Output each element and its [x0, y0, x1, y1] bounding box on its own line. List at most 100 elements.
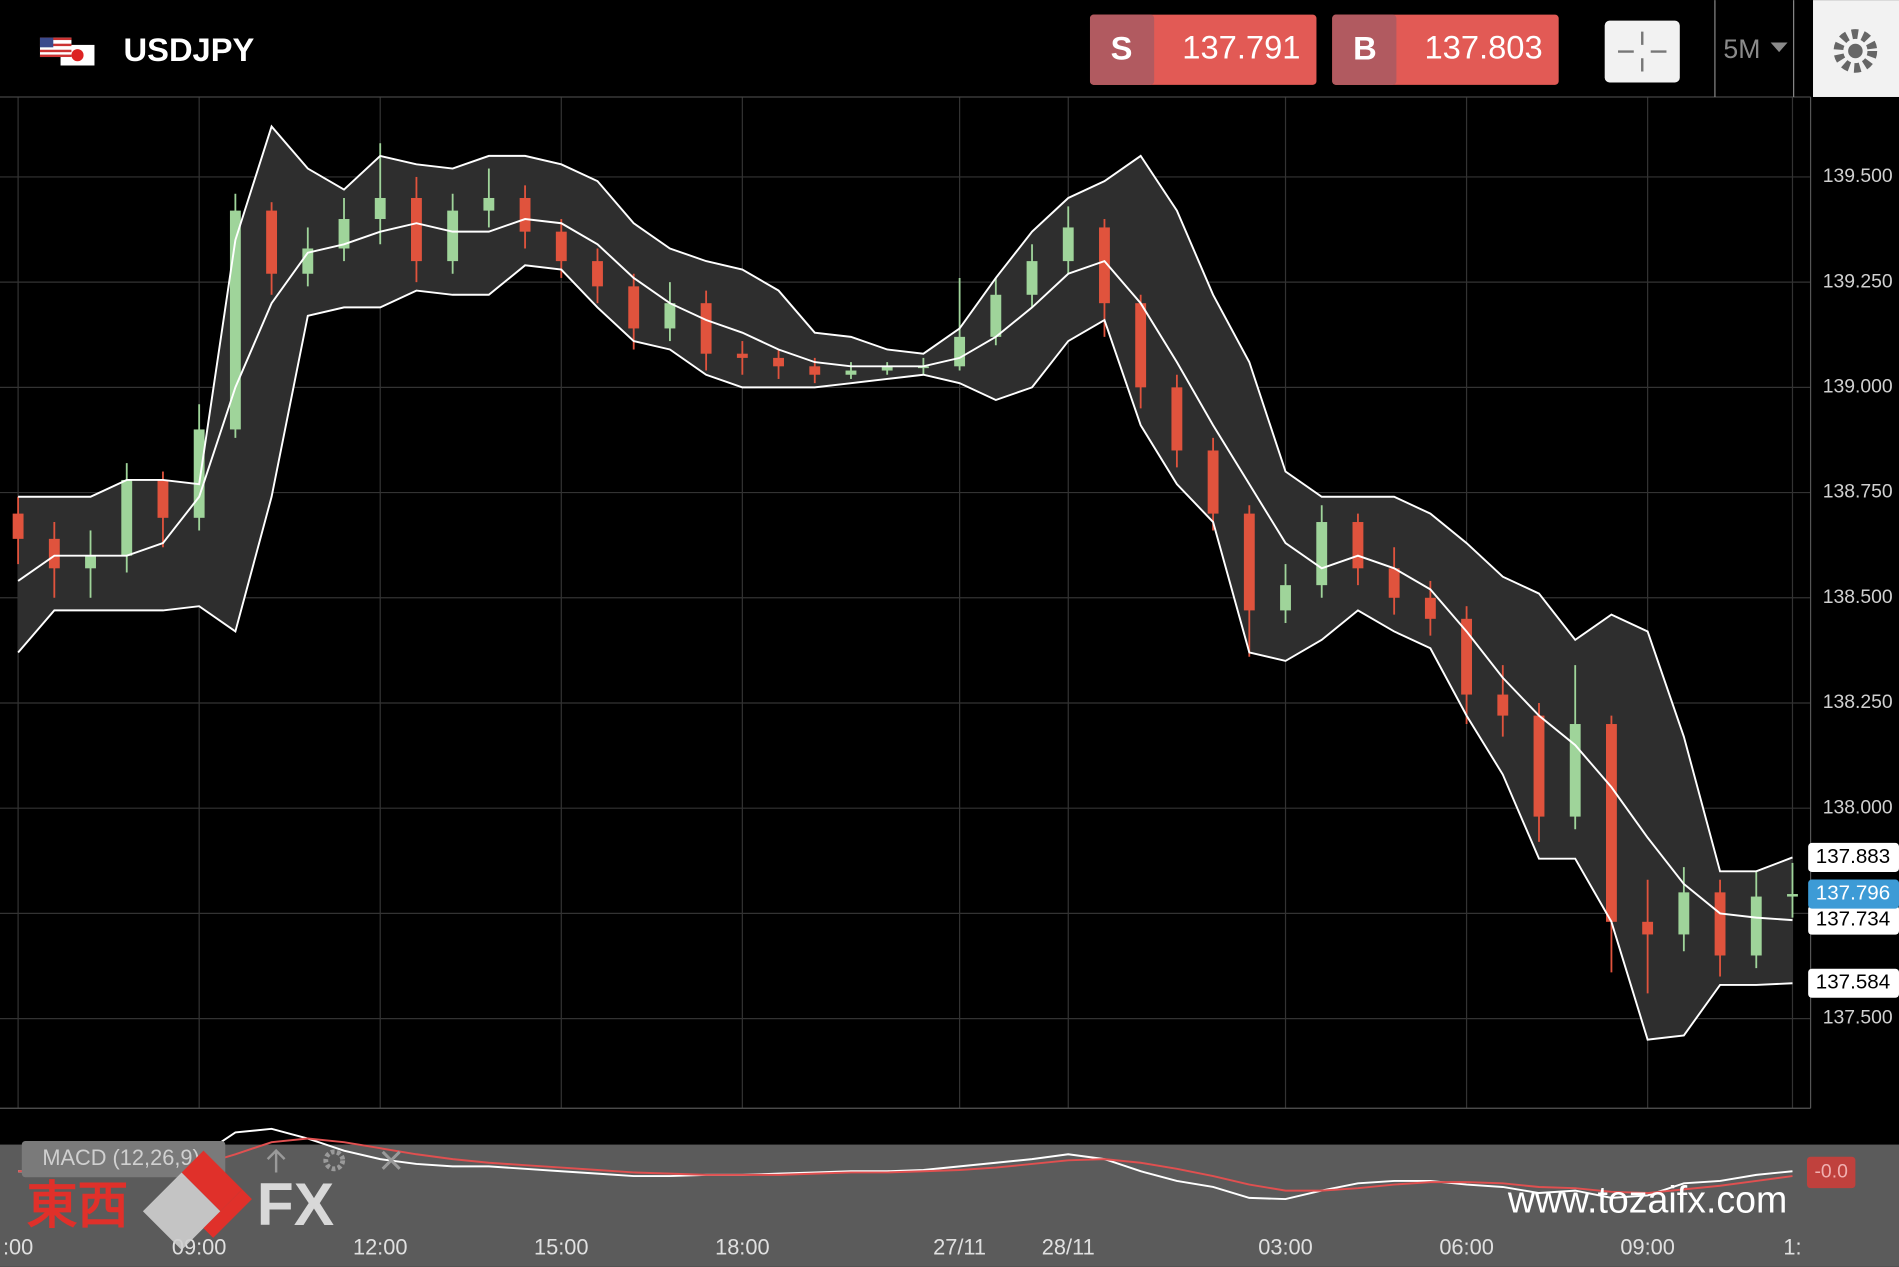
- candle-body: [990, 294, 1002, 337]
- candle-body: [1243, 513, 1255, 611]
- settings-icon[interactable]: [323, 1149, 346, 1172]
- y-tick-label: 138.250: [1823, 691, 1893, 713]
- candle-body: [302, 248, 314, 274]
- candle-body: [374, 197, 386, 220]
- candle-body: [1497, 694, 1509, 716]
- candle-body: [1026, 261, 1038, 295]
- candle-body: [592, 261, 603, 287]
- bollinger-lower: [17, 264, 1793, 1041]
- x-tick-label: :00: [3, 1234, 33, 1259]
- price-marker-label: 137.883: [1816, 845, 1890, 868]
- candle-body: [664, 303, 676, 329]
- candle-body: [1352, 522, 1364, 569]
- timeframe[interactable]: 5M: [1723, 34, 1760, 64]
- candle-body: [1714, 892, 1726, 956]
- header: [0, 0, 1899, 97]
- bollinger-middle: [17, 218, 1793, 922]
- plot-area: 137.500137.750138.000138.250138.500138.7…: [0, 0, 1899, 1109]
- candle-body: [1207, 450, 1219, 514]
- x-tick-label: 28/11: [1042, 1234, 1095, 1259]
- timeframe-arrow[interactable]: [1770, 42, 1788, 53]
- price-marker-label: 137.584: [1816, 971, 1890, 994]
- candle-body: [1642, 921, 1654, 935]
- price-marker-label: 137.734: [1816, 908, 1890, 931]
- indicator-label: MACD (12,26,9): [42, 1145, 199, 1170]
- candle-body: [1316, 522, 1328, 586]
- candle-body: [12, 513, 24, 539]
- candle-body: [483, 197, 495, 211]
- x-tick-label: 1:: [1783, 1234, 1801, 1259]
- candle-body: [411, 197, 422, 262]
- candle-body: [809, 366, 821, 375]
- candle-body: [555, 231, 567, 262]
- candle-body: [519, 197, 531, 232]
- buy-price: 137.803: [1425, 28, 1543, 65]
- candle-body: [1569, 724, 1581, 817]
- watermark-logo: [142, 1150, 252, 1250]
- buy-button[interactable]: [1332, 14, 1559, 85]
- bollinger-fill: [18, 126, 1793, 1040]
- y-tick-label: 137.500: [1823, 1007, 1893, 1029]
- indicator-badge[interactable]: [21, 1140, 226, 1178]
- macd-panel: [0, 1144, 1899, 1267]
- candle-body: [1605, 724, 1617, 922]
- candle-body: [1750, 896, 1762, 956]
- y-tick-label: 138.500: [1823, 586, 1893, 608]
- symbol: USDJPY: [124, 31, 255, 68]
- candle-body: [1533, 715, 1545, 817]
- candle-body: [1787, 894, 1798, 897]
- x-tick-label: 27/11: [933, 1234, 986, 1259]
- candle-body: [1135, 303, 1147, 388]
- sell-price: 137.791: [1182, 28, 1300, 65]
- candle-body: [157, 479, 169, 518]
- macd-line: [18, 1127, 1793, 1201]
- macd-lines: [18, 1127, 1793, 1201]
- x-tick-label: 12:00: [353, 1234, 408, 1259]
- candle-body: [121, 479, 133, 556]
- price-marker: [1808, 879, 1899, 909]
- price-marker-label: 137.796: [1816, 881, 1890, 904]
- settings-button[interactable]: [1813, 0, 1899, 97]
- x-tick-label: 06:00: [1439, 1234, 1494, 1259]
- y-tick-label: 139.000: [1823, 375, 1893, 397]
- y-tick-label: 138.750: [1823, 481, 1893, 503]
- candle-body: [700, 303, 712, 354]
- sell-button[interactable]: [1089, 14, 1317, 85]
- y-tick-label: 139.250: [1823, 270, 1893, 292]
- candle-body: [1280, 585, 1291, 611]
- signal-line: [18, 1137, 1793, 1194]
- watermark-fx: FX: [257, 1170, 334, 1238]
- close-icon[interactable]: [381, 1150, 401, 1170]
- crosshair-button[interactable]: [1604, 20, 1680, 83]
- candle-body: [229, 210, 241, 430]
- x-tick-label: 09:00: [1620, 1234, 1675, 1259]
- candle-body: [845, 370, 857, 375]
- candle-body: [1062, 227, 1074, 262]
- candle-body: [1678, 892, 1690, 935]
- x-tick-label: 03:00: [1258, 1234, 1313, 1259]
- candle-body: [1424, 597, 1436, 619]
- bollinger-upper: [18, 124, 1793, 873]
- price-marker: [1808, 842, 1899, 872]
- candle-body: [85, 555, 96, 569]
- watermark-cjk: 東西: [27, 1176, 129, 1235]
- price-marker: [1808, 968, 1899, 998]
- watermark-url: www.tozaifx.com: [1507, 1179, 1787, 1221]
- currency-flags: [39, 37, 95, 66]
- candle-body: [773, 357, 784, 367]
- candle-body: [628, 286, 640, 329]
- candle-body: [1388, 568, 1400, 598]
- candle-body: [338, 219, 350, 249]
- x-tick-label: 15:00: [534, 1234, 589, 1259]
- candle-body: [954, 336, 966, 367]
- y-tick-label: 139.500: [1823, 165, 1893, 187]
- candle-body: [736, 353, 748, 358]
- macd-value: -0.0: [1814, 1161, 1848, 1183]
- candle-body: [1461, 618, 1473, 695]
- buy-label: B: [1353, 30, 1377, 67]
- candle-body: [48, 538, 60, 569]
- candle-body: [1171, 387, 1183, 451]
- move-up-icon[interactable]: [266, 1148, 286, 1173]
- price-marker: [1808, 905, 1899, 935]
